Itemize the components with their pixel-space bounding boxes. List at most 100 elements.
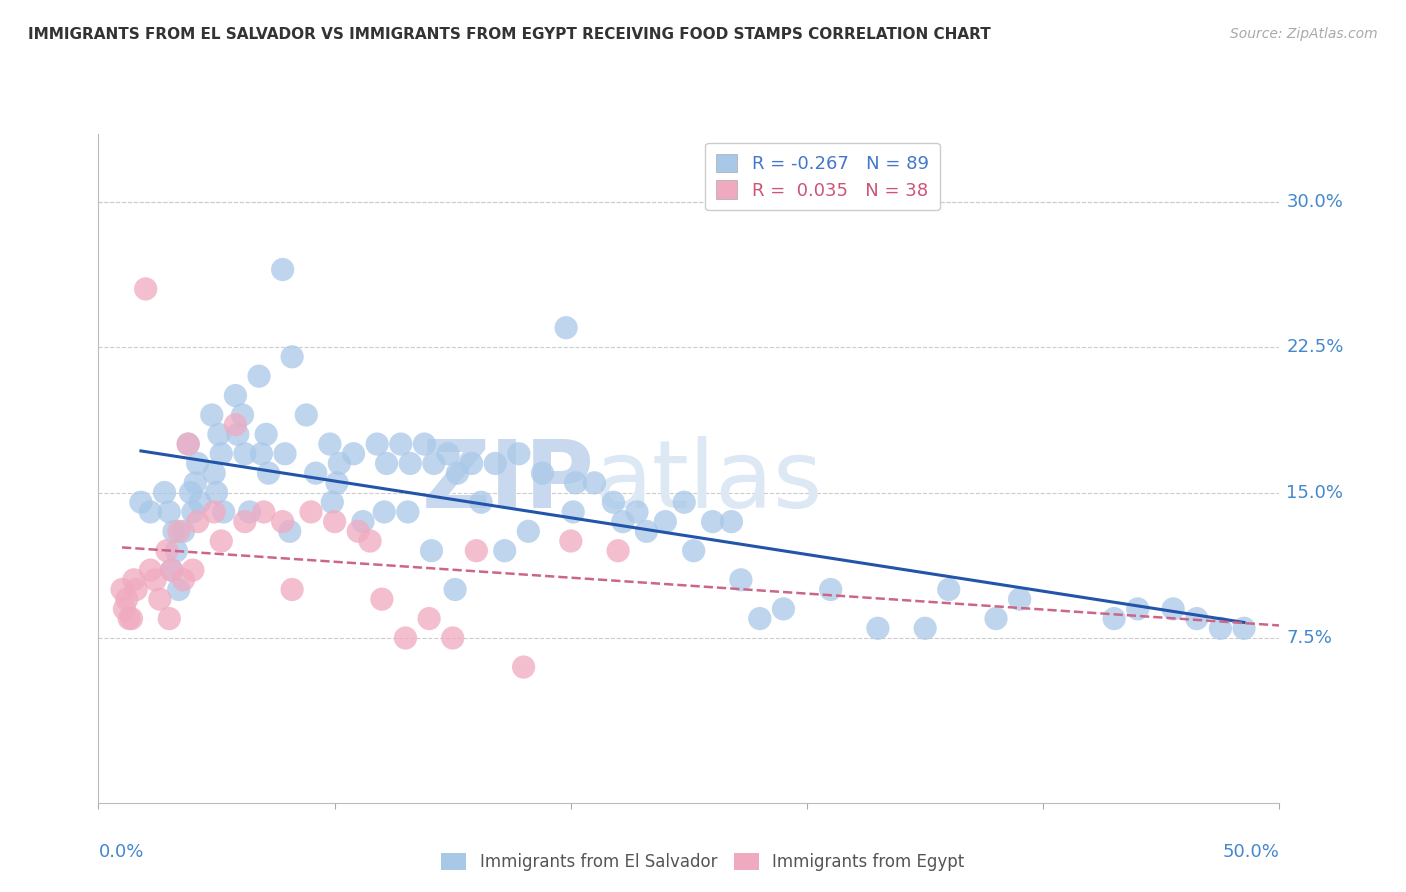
Point bbox=[205, 485, 228, 500]
Text: 7.5%: 7.5% bbox=[1286, 629, 1333, 647]
Point bbox=[730, 573, 752, 587]
Point bbox=[654, 515, 676, 529]
Point bbox=[167, 524, 190, 539]
Point bbox=[1008, 592, 1031, 607]
Point bbox=[181, 505, 204, 519]
Point bbox=[139, 505, 162, 519]
Point bbox=[564, 475, 586, 490]
Point bbox=[494, 543, 516, 558]
Point bbox=[172, 524, 194, 539]
Text: ZIP: ZIP bbox=[422, 435, 595, 528]
Point bbox=[160, 563, 183, 577]
Point bbox=[702, 515, 724, 529]
Point bbox=[172, 573, 194, 587]
Point bbox=[209, 447, 232, 461]
Point bbox=[271, 262, 294, 277]
Point bbox=[139, 563, 162, 577]
Point bbox=[673, 495, 696, 509]
Point bbox=[470, 495, 492, 509]
Point bbox=[394, 631, 416, 645]
Point bbox=[682, 543, 704, 558]
Point bbox=[512, 660, 534, 674]
Text: 50.0%: 50.0% bbox=[1223, 843, 1279, 861]
Point bbox=[157, 505, 180, 519]
Point bbox=[375, 457, 398, 471]
Point bbox=[202, 466, 225, 480]
Point bbox=[465, 543, 488, 558]
Point bbox=[163, 524, 186, 539]
Point bbox=[129, 495, 152, 509]
Point bbox=[165, 543, 187, 558]
Point bbox=[233, 515, 256, 529]
Point bbox=[636, 524, 658, 539]
Point bbox=[326, 475, 349, 490]
Point bbox=[254, 427, 277, 442]
Point bbox=[188, 495, 211, 509]
Point bbox=[626, 505, 648, 519]
Point bbox=[517, 524, 540, 539]
Point bbox=[135, 282, 157, 296]
Point bbox=[366, 437, 388, 451]
Point bbox=[1126, 602, 1149, 616]
Point bbox=[342, 447, 364, 461]
Point bbox=[321, 495, 343, 509]
Point bbox=[389, 437, 412, 451]
Text: Source: ZipAtlas.com: Source: ZipAtlas.com bbox=[1230, 27, 1378, 41]
Point bbox=[257, 466, 280, 480]
Point bbox=[160, 563, 183, 577]
Point bbox=[1185, 611, 1208, 625]
Point bbox=[352, 515, 374, 529]
Point bbox=[373, 505, 395, 519]
Point bbox=[319, 437, 342, 451]
Point bbox=[201, 408, 224, 422]
Point bbox=[396, 505, 419, 519]
Point bbox=[444, 582, 467, 597]
Point bbox=[1102, 611, 1125, 625]
Legend: R = -0.267   N = 89, R =  0.035   N = 38: R = -0.267 N = 89, R = 0.035 N = 38 bbox=[704, 143, 939, 211]
Point bbox=[143, 573, 166, 587]
Point bbox=[323, 515, 346, 529]
Point bbox=[125, 582, 148, 597]
Point bbox=[212, 505, 235, 519]
Text: 22.5%: 22.5% bbox=[1286, 338, 1344, 356]
Point bbox=[938, 582, 960, 597]
Point bbox=[278, 524, 301, 539]
Point bbox=[562, 505, 585, 519]
Point bbox=[772, 602, 794, 616]
Point bbox=[250, 447, 273, 461]
Point bbox=[233, 447, 256, 461]
Point bbox=[866, 621, 889, 635]
Point bbox=[820, 582, 842, 597]
Text: atlas: atlas bbox=[595, 435, 823, 528]
Point bbox=[118, 611, 141, 625]
Point bbox=[531, 466, 554, 480]
Point bbox=[184, 475, 207, 490]
Point bbox=[299, 505, 322, 519]
Point bbox=[748, 611, 770, 625]
Point bbox=[187, 457, 209, 471]
Point bbox=[208, 427, 231, 442]
Point bbox=[209, 534, 232, 549]
Point bbox=[1233, 621, 1256, 635]
Point bbox=[399, 457, 422, 471]
Point bbox=[305, 466, 328, 480]
Point bbox=[914, 621, 936, 635]
Point bbox=[253, 505, 276, 519]
Point bbox=[247, 369, 270, 384]
Point bbox=[177, 437, 200, 451]
Point bbox=[371, 592, 394, 607]
Point bbox=[111, 582, 134, 597]
Point bbox=[202, 505, 225, 519]
Point bbox=[224, 417, 246, 432]
Point bbox=[153, 485, 176, 500]
Point bbox=[612, 515, 634, 529]
Point bbox=[167, 582, 190, 597]
Point bbox=[602, 495, 624, 509]
Text: 0.0%: 0.0% bbox=[98, 843, 143, 861]
Point bbox=[607, 543, 630, 558]
Text: IMMIGRANTS FROM EL SALVADOR VS IMMIGRANTS FROM EGYPT RECEIVING FOOD STAMPS CORRE: IMMIGRANTS FROM EL SALVADOR VS IMMIGRANT… bbox=[28, 27, 991, 42]
Point bbox=[1161, 602, 1184, 616]
Text: 15.0%: 15.0% bbox=[1286, 483, 1344, 501]
Point bbox=[177, 437, 200, 451]
Point bbox=[295, 408, 318, 422]
